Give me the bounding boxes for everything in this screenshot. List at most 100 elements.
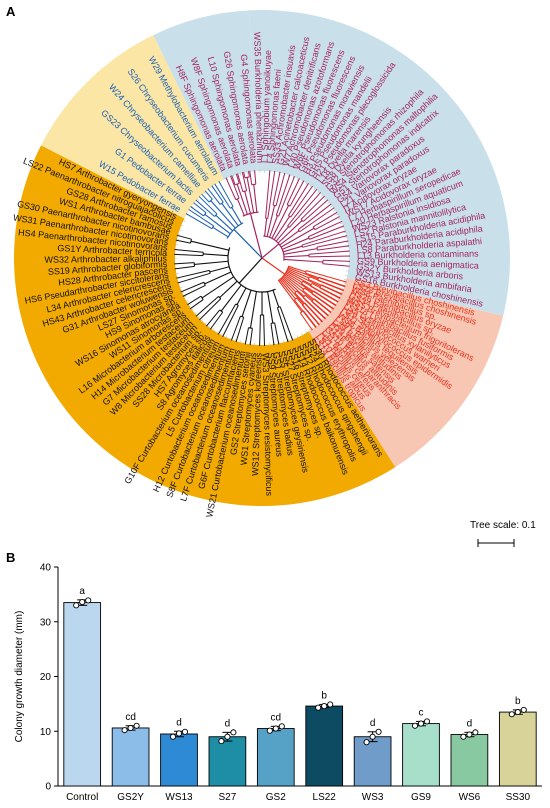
leaf-spoke [244, 341, 246, 345]
bar-ws3 [353, 736, 392, 787]
replicate-point [73, 602, 80, 609]
branch-tip [317, 245, 350, 251]
leaf-spoke [204, 322, 207, 325]
leaf-spoke [178, 229, 182, 231]
branch-fork [304, 270, 307, 274]
branch-tip [174, 253, 204, 257]
branch [280, 278, 304, 305]
replicate-point [327, 701, 334, 708]
branch-tip [296, 290, 327, 320]
branch-fork [277, 306, 281, 309]
branch-tip [174, 249, 204, 253]
branch [241, 290, 252, 317]
branch-tip [206, 309, 221, 327]
clade-stem [261, 257, 286, 275]
clade-arc [277, 265, 290, 282]
branch-tip [198, 196, 218, 215]
branch [277, 220, 303, 244]
leaf-spoke [320, 194, 324, 197]
branch-tip [304, 287, 335, 310]
branch-tip [322, 259, 350, 262]
branch-fork [214, 213, 218, 217]
replicate-point [181, 728, 189, 735]
branch-fork [316, 247, 318, 251]
branch-fork [300, 218, 304, 222]
replicate-point [508, 711, 515, 718]
branch-tip [265, 170, 271, 219]
branch-tip [313, 211, 338, 228]
leaf-spoke [330, 205, 333, 208]
replicate-point [363, 739, 370, 746]
branch [282, 237, 310, 250]
leaf-spoke [344, 279, 348, 281]
replicate-point [417, 720, 425, 727]
branch [287, 268, 310, 279]
leaf-label: L13 Burkholderia contaminans [357, 249, 479, 261]
branch-tip [247, 170, 250, 178]
branch-tip [299, 312, 313, 331]
leaf-spoke [345, 241, 349, 243]
leaf-spoke [216, 330, 219, 334]
branch-tip [211, 185, 224, 203]
branch-fork [312, 226, 316, 231]
leaf-spoke [330, 308, 333, 311]
leaf-spoke [182, 220, 186, 222]
replicate-point [218, 738, 225, 745]
leaf-spoke [220, 333, 223, 337]
branch [212, 226, 229, 238]
leaf-spoke [344, 236, 348, 238]
branch [281, 277, 297, 293]
branch-tip [195, 296, 219, 317]
branch-tip [175, 239, 191, 244]
branch-tip [199, 298, 222, 321]
bar-control [63, 602, 102, 787]
branch-tip [309, 225, 345, 240]
leaf-spoke [181, 291, 185, 294]
leaf-spoke [309, 184, 312, 188]
branch-tip [259, 314, 261, 346]
branch-fork [270, 322, 275, 324]
branch-tip [275, 172, 286, 206]
bar-ws13 [160, 733, 198, 787]
leaf-spoke [179, 286, 183, 289]
significance-letter: d [370, 718, 376, 729]
leaf-spoke [175, 273, 179, 275]
branch-tip [308, 278, 343, 296]
branch-fork [276, 214, 279, 217]
replicate-point [278, 723, 285, 730]
branch-fork [200, 295, 204, 300]
branch-tip [322, 263, 350, 267]
branch-fork [248, 327, 253, 329]
clade-sector-black [14, 145, 396, 507]
branch-tip [302, 280, 339, 303]
branch [283, 255, 309, 258]
x-tick-label: WS6 [459, 792, 481, 803]
x-tick-label: GS2Y [117, 792, 144, 803]
branch-tip [301, 230, 346, 246]
branch [253, 184, 258, 213]
clade-arc [263, 235, 285, 261]
leaf-spoke [323, 197, 327, 201]
leaf-spoke [232, 174, 235, 178]
leaf-spoke [210, 185, 214, 189]
branch-fork [235, 197, 240, 201]
branch [283, 248, 318, 255]
leaf-spoke [246, 171, 248, 175]
leaf-spoke [287, 174, 290, 178]
branch-fork [203, 282, 206, 286]
leaf-spoke [301, 333, 304, 337]
branch-tip [316, 240, 349, 248]
tree-branches [174, 170, 350, 346]
leaf-spoke [331, 305, 335, 308]
replicate-points [73, 597, 527, 746]
branch-tip [294, 292, 323, 323]
replicate-point [423, 718, 431, 725]
bar-ss30 [498, 711, 537, 787]
branch-tip [244, 327, 249, 345]
branch-fork [288, 215, 292, 218]
branch-tip [254, 170, 257, 185]
branch [286, 270, 312, 286]
leaf-spoke [337, 297, 340, 300]
branch [284, 274, 304, 290]
